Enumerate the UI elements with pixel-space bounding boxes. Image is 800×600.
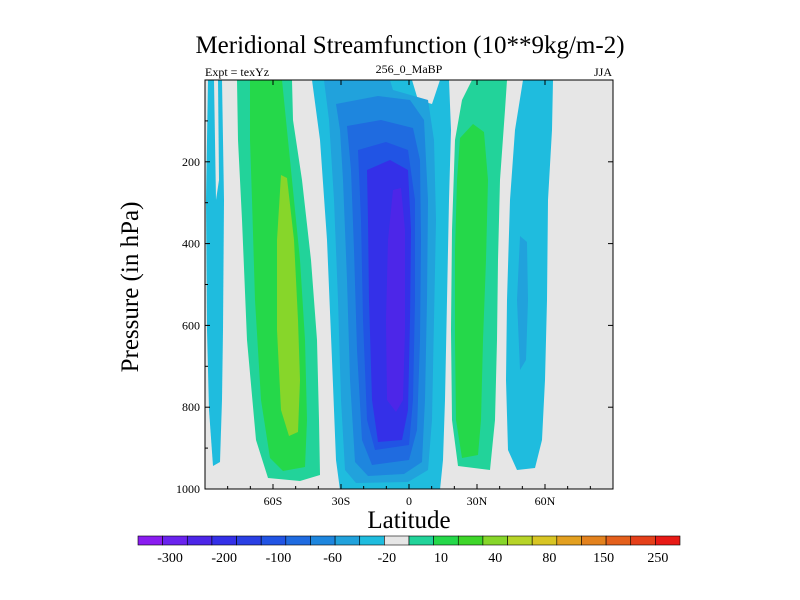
- colorbar-box: [605, 535, 632, 546]
- colorbar-box: [457, 535, 484, 546]
- colorbar-box: [334, 535, 361, 546]
- colorbar-box: [556, 535, 582, 546]
- colorbar-box: [162, 535, 188, 546]
- right-string: JJA: [594, 65, 612, 79]
- colorbar-label: 10: [434, 551, 448, 566]
- colorbar-box: [408, 535, 434, 546]
- chart-title: Meridional Streamfunction (10**9kg/m-2): [195, 32, 624, 59]
- x-tick-label: 30S: [332, 494, 351, 508]
- y-tick-label: 800: [182, 400, 200, 414]
- nh-polar-cell-outer: [506, 80, 553, 470]
- colorbar-box: [384, 535, 410, 546]
- y-tick-label: 200: [182, 155, 200, 169]
- colorbar-box: [531, 535, 558, 546]
- y-tick-label: 1000: [176, 482, 200, 496]
- sh-shallow-cell-inner: [214, 80, 219, 200]
- hadley-cell-300: [386, 188, 405, 412]
- x-tick-label: 30N: [467, 494, 488, 508]
- colorbar-box: [260, 535, 287, 546]
- x-axis-label: Latitude: [367, 507, 450, 534]
- colorbar-label: 250: [647, 551, 668, 566]
- colorbar-box: [482, 535, 508, 546]
- y-tick-label: 600: [182, 318, 200, 332]
- colorbar-box: [186, 535, 213, 546]
- x-tick-label: 60S: [264, 494, 283, 508]
- colorbar-label: -20: [377, 551, 396, 566]
- colorbar-box: [236, 535, 262, 546]
- colorbar-box: [211, 535, 237, 546]
- colorbar-label: 150: [593, 551, 614, 566]
- colorbar-label: 40: [488, 551, 502, 566]
- y-axis-label: Pressure (in hPa): [117, 202, 144, 373]
- x-axis-ticks: 60S 30S 0 30N 60N: [227, 80, 591, 508]
- colorbar-box: [655, 535, 681, 546]
- y-axis-ticks: 200 400 600 800 1000: [176, 120, 613, 496]
- colorbar-label: -300: [157, 551, 183, 566]
- sh-ferrel-cell-80: [277, 175, 300, 436]
- sh-shallow-cell-outer: [206, 80, 224, 466]
- colorbar-box: [630, 535, 656, 546]
- x-tick-label: 60N: [535, 494, 556, 508]
- colorbar-box: [507, 535, 533, 546]
- colorbar-box: [433, 535, 459, 546]
- colorbar-label: -100: [266, 551, 292, 566]
- x-tick-label: 0: [406, 494, 412, 508]
- colorbar-label: 80: [542, 551, 556, 566]
- colorbar-label: -60: [323, 551, 342, 566]
- left-string: Expt = texYz: [205, 65, 269, 79]
- center-string: 256_0_MaBP: [376, 62, 443, 76]
- colorbar-box: [359, 535, 385, 546]
- colorbar-box: [581, 535, 607, 546]
- colorbar: -300 -200 -100 -60 -20 10 40 80 150 250: [137, 535, 681, 566]
- y-tick-label: 400: [182, 237, 200, 251]
- colorbar-box: [310, 535, 336, 546]
- colorbar-box: [137, 535, 163, 546]
- nh-polar-cell-inner: [517, 236, 528, 370]
- nh-ferrel-cell-40: [455, 124, 488, 458]
- colorbar-label: -200: [211, 551, 237, 566]
- colorbar-box: [285, 535, 311, 546]
